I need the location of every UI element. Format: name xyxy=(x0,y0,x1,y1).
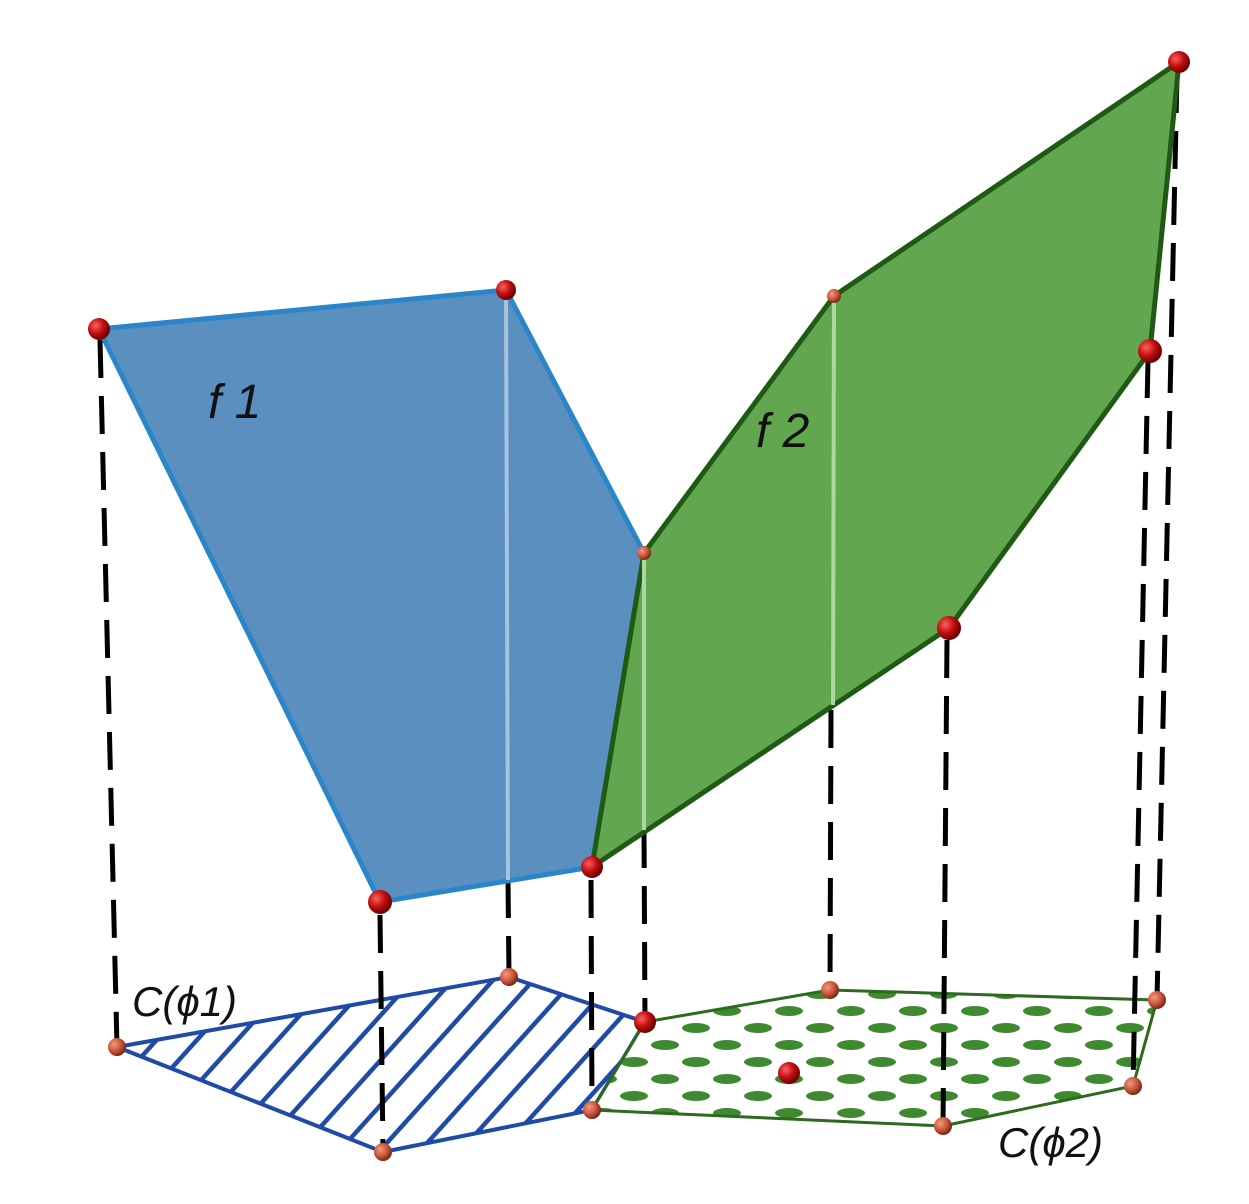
vertex xyxy=(1138,339,1162,363)
projection-line xyxy=(505,879,512,978)
vertex xyxy=(1168,51,1190,73)
projection-line xyxy=(377,914,386,1153)
vertex xyxy=(1124,1077,1142,1095)
vertex xyxy=(368,890,392,914)
vertex xyxy=(108,1038,126,1056)
projection-line xyxy=(1130,359,1151,1087)
projection-line xyxy=(97,339,120,1048)
vertex xyxy=(583,1101,601,1119)
projection-line xyxy=(827,709,834,991)
chamber-1-label: C(ϕ1) xyxy=(132,978,237,1025)
vertex xyxy=(88,318,110,340)
face-1 xyxy=(96,287,647,905)
face-2-label: f 2 xyxy=(756,405,809,458)
projection-lines xyxy=(97,74,1180,1153)
vertex xyxy=(374,1143,392,1161)
vertex xyxy=(1148,991,1166,1009)
vertices xyxy=(88,51,1190,1161)
chamber-2-label: C(ϕ2) xyxy=(998,1119,1103,1166)
chamber-2 xyxy=(589,988,1159,1128)
vertex xyxy=(581,856,603,878)
projection-line xyxy=(588,879,595,1111)
vertex xyxy=(827,289,841,303)
vertex xyxy=(937,616,961,640)
interior-point xyxy=(778,1062,800,1084)
vertex xyxy=(637,546,651,560)
projection-line xyxy=(940,639,950,1127)
vertex xyxy=(634,1011,656,1033)
projection-line xyxy=(1154,74,1180,1001)
vertex xyxy=(934,1117,952,1135)
face-2 xyxy=(589,59,1182,870)
face-1-label: f 1 xyxy=(208,376,261,429)
vertex xyxy=(500,968,518,986)
vertex xyxy=(821,981,839,999)
projection-line xyxy=(641,829,648,1023)
vertex xyxy=(496,280,516,300)
